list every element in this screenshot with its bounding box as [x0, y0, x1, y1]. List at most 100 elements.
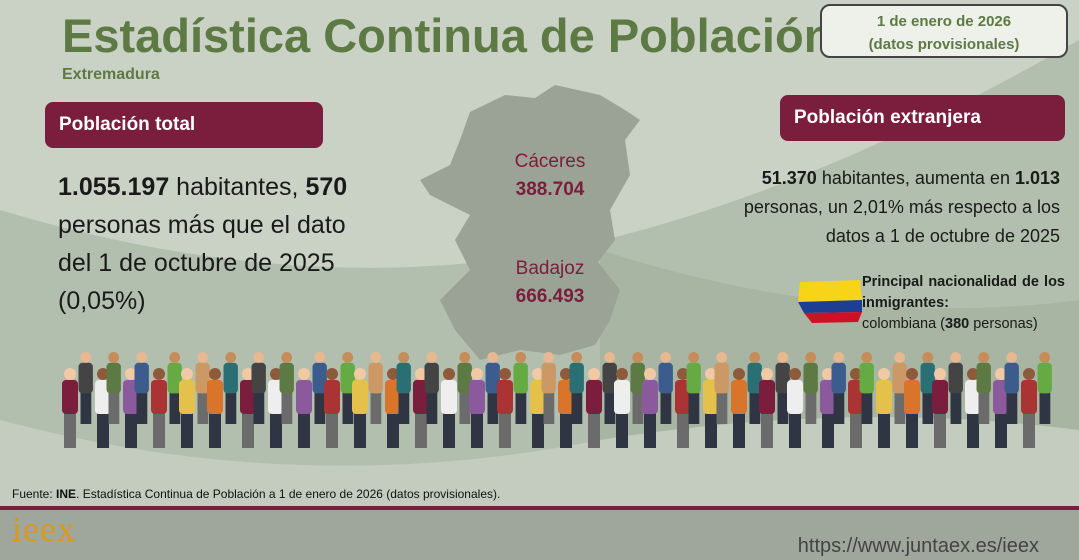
nationality-heading: Principal nacionalidad de los inmigrante… [862, 274, 1065, 311]
person-part [64, 368, 76, 380]
person-part [560, 408, 572, 448]
crowd [62, 352, 1052, 448]
text: 570 [305, 173, 348, 201]
person-part [209, 408, 221, 448]
person-part [279, 362, 294, 394]
person-part [850, 368, 862, 380]
person-part [878, 368, 890, 380]
person-part [443, 408, 455, 448]
person-part [950, 352, 962, 363]
title: Estadística Continua de Población [62, 9, 833, 62]
person-part [108, 352, 120, 363]
person-part [459, 388, 471, 424]
person-part [487, 352, 499, 363]
person-part [614, 380, 630, 414]
person-part [616, 368, 628, 380]
total-text: 1.055.197 habitantes, 570 personas más q… [58, 168, 358, 320]
logo: ieex [12, 509, 76, 549]
badge: Población extranjera [780, 95, 1065, 141]
person-part [831, 362, 846, 394]
person-part [513, 362, 528, 394]
text: personas más que el dato del 1 de octubr… [58, 211, 346, 315]
person-part [424, 362, 439, 394]
person-part [1037, 362, 1052, 394]
person-part [1021, 380, 1037, 414]
person-part [457, 362, 472, 394]
province: Cáceres 388.704 [490, 148, 610, 204]
text: 380 [945, 316, 970, 332]
person-part [632, 388, 644, 424]
foreign-text: 51.370 habitantes, aumenta en 1.013 pers… [715, 164, 1060, 251]
person-part [459, 352, 471, 363]
person-part [861, 352, 873, 363]
person-part [181, 368, 193, 380]
person-part [387, 408, 399, 448]
person-part [487, 388, 499, 424]
person-part [225, 352, 237, 363]
person-part [106, 362, 121, 394]
person-part [833, 352, 845, 363]
person-part [822, 408, 834, 448]
date-note: (datos provisionales) [868, 36, 1020, 53]
url[interactable]: https://www.juntaex.es/ieex [797, 535, 1039, 557]
person-part [878, 408, 890, 448]
person-part [850, 408, 862, 448]
person-part [471, 408, 483, 448]
person-part [978, 352, 990, 363]
person-part [314, 352, 326, 363]
text: Fuente: [12, 487, 57, 501]
person-part [195, 362, 210, 394]
person-part [789, 408, 801, 448]
person-part [761, 368, 773, 380]
person-part [532, 408, 544, 448]
person-part [136, 352, 148, 363]
text: habitantes, [169, 173, 306, 201]
person-part [136, 388, 148, 424]
province-name: Badajoz [515, 258, 585, 279]
person-part [560, 368, 572, 380]
person-part [169, 388, 181, 424]
person-part [894, 388, 906, 424]
person-part [861, 388, 873, 424]
person-part [747, 362, 762, 394]
flag [798, 280, 862, 323]
text: personas, un 2,01% más respecto a los da… [743, 197, 1060, 246]
person-part [995, 408, 1007, 448]
person-part [761, 408, 773, 448]
person-part [688, 352, 700, 363]
person-part [642, 380, 658, 414]
person-part [108, 388, 120, 424]
source: Fuente: INE. Estadística Continua de Pob… [12, 487, 500, 501]
person-part [281, 352, 293, 363]
person-part [251, 362, 266, 394]
person-part [167, 362, 182, 394]
person-part [876, 380, 892, 414]
badge: Población total [45, 102, 323, 148]
person-part [64, 408, 76, 448]
person-part [543, 388, 555, 424]
person-part [588, 408, 600, 448]
person-part [714, 362, 729, 394]
person-part [153, 408, 165, 448]
person-part [415, 368, 427, 380]
text: INE [56, 487, 77, 501]
person-part [223, 362, 238, 394]
province-value: 666.493 [515, 286, 585, 307]
person-part [342, 352, 354, 363]
person-part [541, 362, 556, 394]
person-part [894, 352, 906, 363]
person-part [1004, 362, 1019, 394]
person-part [443, 368, 455, 380]
person-part [604, 352, 616, 363]
person-part [370, 352, 382, 363]
person-part [1006, 352, 1018, 363]
person-part [415, 408, 427, 448]
person-part [644, 368, 656, 380]
person-part [515, 388, 527, 424]
person-part [80, 352, 92, 363]
text: 51.370 [761, 168, 817, 188]
person-part [716, 388, 728, 424]
person-part [97, 408, 109, 448]
